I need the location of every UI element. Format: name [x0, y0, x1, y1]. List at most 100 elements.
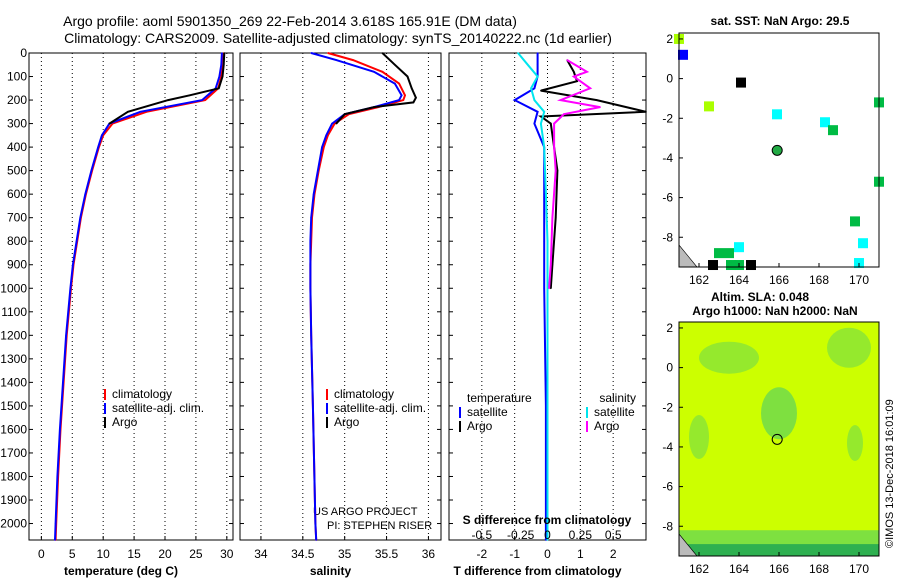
data-point — [59, 428, 61, 431]
data-point — [325, 134, 328, 137]
data-point — [65, 334, 67, 337]
data-point — [572, 71, 575, 73]
y-tick-label: 1000 — [0, 281, 27, 295]
data-point — [536, 111, 539, 113]
x-tick-label: 164 — [729, 562, 749, 576]
sst-marker — [734, 242, 744, 253]
y-tick-label: 0 — [666, 72, 673, 86]
data-point — [412, 101, 415, 104]
data-point — [352, 59, 354, 61]
sst-marker — [714, 248, 724, 259]
y-tick-label: -2 — [662, 400, 673, 414]
y-tick-label: -8 — [662, 519, 673, 533]
legend-label: Argo — [467, 419, 493, 433]
data-point — [546, 240, 549, 243]
sst-marker — [704, 101, 714, 112]
x-tick-label: 20 — [158, 547, 172, 561]
data-point — [517, 52, 519, 54]
sst-marker — [678, 49, 688, 60]
data-point — [218, 75, 221, 78]
data-point — [381, 71, 384, 73]
secondary-tick-label: 0.25 — [569, 528, 593, 542]
x-tick-label: 35.5 — [375, 547, 399, 561]
data-point — [312, 405, 314, 407]
legend-label: climatology — [334, 387, 394, 401]
y-tick-label: -6 — [662, 480, 673, 494]
legend-swatch — [586, 421, 588, 432]
y-tick-label: 1600 — [0, 422, 27, 436]
data-point — [309, 287, 312, 290]
data-point — [321, 146, 323, 148]
x-tick-label: 30 — [220, 547, 234, 561]
y-tick-label: 700 — [7, 211, 27, 225]
y-tick-label: 0 — [666, 361, 673, 375]
data-point — [551, 216, 554, 219]
y-tick-label: 400 — [7, 140, 27, 154]
data-point — [559, 99, 562, 101]
sst-marker — [724, 248, 734, 259]
data-point — [331, 122, 333, 125]
data-point — [335, 59, 338, 61]
y-tick-label: -2 — [662, 111, 673, 125]
data-point — [553, 122, 555, 125]
legend-swatch — [459, 421, 461, 432]
x-tick-label: 10 — [97, 547, 111, 561]
data-point — [62, 381, 64, 384]
sst-marker — [708, 260, 718, 271]
y-tick-label: 1100 — [1, 305, 27, 319]
panel-frame — [239, 52, 442, 541]
data-point — [404, 94, 406, 97]
legend-swatch — [326, 417, 328, 428]
legend-label: climatology — [112, 387, 172, 401]
series-line-salinity-satellite — [517, 52, 549, 540]
legend-header-temperature: temperature — [467, 391, 532, 405]
data-point — [327, 52, 329, 54]
map-panel-sla-map: 162 164 166 168 170 2 0 -2 -4 -6 -8 — [662, 321, 880, 576]
x-tick-label: 2 — [610, 547, 617, 561]
data-point — [540, 89, 542, 92]
sst-marker — [850, 216, 860, 227]
data-point — [553, 146, 555, 148]
data-point — [556, 169, 559, 172]
sst-marker — [746, 260, 756, 271]
x-tick-label: 35 — [338, 547, 352, 561]
legend-header-salinity: salinity — [599, 391, 636, 405]
data-point — [572, 75, 575, 78]
profile-panel-difference: -2 -1 0 1 2 T difference from climatology temp… — [448, 52, 647, 578]
sst-marker — [820, 117, 830, 128]
data-point — [79, 216, 82, 219]
sst-marker — [828, 125, 838, 136]
sst-marker — [858, 238, 868, 249]
imos-credit: ©IMOS 13-Dec-2018 16:01:09 — [884, 399, 896, 548]
data-point — [563, 113, 565, 115]
x-tick-label: 166 — [769, 562, 789, 576]
x-tick-label: 162 — [689, 273, 709, 287]
data-point — [546, 287, 549, 290]
data-point — [398, 99, 400, 101]
data-point — [314, 522, 317, 525]
y-tick-label: 600 — [7, 187, 27, 201]
series-line-climatology — [309, 52, 407, 541]
y-tick-label: 800 — [7, 234, 27, 248]
x-tick-label: 166 — [769, 273, 789, 287]
data-point — [536, 75, 539, 78]
y-tick-label: 1500 — [0, 399, 27, 413]
data-point — [599, 106, 601, 108]
legend-swatch — [459, 407, 461, 418]
legend-label: satellite-adj. clim. — [334, 401, 426, 415]
legend-swatch — [104, 403, 106, 414]
legend-label: satellite — [594, 405, 635, 419]
data-point — [543, 111, 546, 113]
data-point — [543, 240, 546, 243]
series-line-satellite-adj-clim- — [309, 52, 403, 541]
data-point — [540, 115, 542, 118]
series-line-climatology — [54, 52, 225, 541]
x-tick-label: 162 — [689, 562, 709, 576]
data-point — [312, 193, 315, 195]
y-tick-label: 500 — [7, 164, 27, 178]
data-point — [545, 193, 547, 195]
data-point — [394, 63, 396, 66]
data-point — [373, 106, 375, 108]
project-credit-line2: PI: STEPHEN RISER — [327, 520, 432, 532]
x-tick-label: 168 — [809, 562, 829, 576]
